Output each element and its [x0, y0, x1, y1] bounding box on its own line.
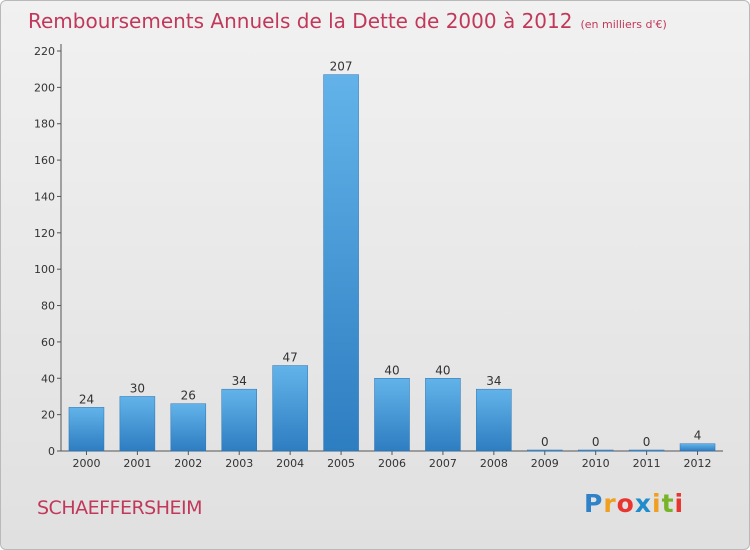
- x-tick-label: 2008: [480, 457, 508, 470]
- value-label: 26: [181, 389, 196, 403]
- x-tick-label: 2003: [225, 457, 253, 470]
- x-tick-label: 2002: [174, 457, 202, 470]
- logo-letter: x: [634, 489, 652, 518]
- bar-2002[interactable]: [170, 403, 207, 452]
- value-label: 34: [486, 374, 501, 388]
- y-tick-label: 140: [34, 190, 55, 203]
- y-tick-label: 20: [41, 409, 55, 422]
- logo-letter: i: [652, 489, 662, 518]
- logo-letter: i: [674, 489, 685, 518]
- municipality-name: SCHAEFFERSHEIM: [37, 497, 203, 519]
- value-label: 207: [330, 60, 353, 74]
- bar-2003[interactable]: [221, 388, 257, 452]
- value-label: 4: [694, 429, 702, 443]
- bar-2000[interactable]: [68, 407, 105, 452]
- x-tick-label: 2006: [378, 457, 406, 470]
- chart-title: Remboursements Annuels de la Dette de 20…: [28, 9, 667, 33]
- x-tick-label: 2007: [429, 457, 457, 470]
- x-tick-label: 2010: [582, 457, 610, 470]
- x-tick-label: 2004: [276, 457, 304, 470]
- bar-2001[interactable]: [119, 396, 156, 452]
- y-tick-label: 100: [34, 263, 55, 276]
- y-tick-label: 40: [41, 372, 55, 385]
- y-tick-label: 160: [34, 154, 55, 167]
- logo-letter: P: [584, 489, 604, 518]
- bar-2008[interactable]: [476, 388, 512, 452]
- logo-letter: o: [616, 489, 635, 518]
- bar-2005[interactable]: [323, 74, 359, 452]
- logo-letter: r: [603, 489, 617, 518]
- bar-2007[interactable]: [425, 378, 461, 452]
- y-tick-label: 180: [34, 118, 55, 131]
- chart-unit: (en milliers d'€): [580, 18, 667, 31]
- bar-2009[interactable]: [527, 449, 563, 452]
- value-label: 47: [283, 351, 298, 365]
- bar-2004[interactable]: [272, 365, 308, 452]
- bars: [68, 74, 716, 452]
- chart-title-text: Remboursements Annuels de la Dette de 20…: [28, 9, 573, 33]
- bar-2012[interactable]: [679, 443, 716, 452]
- x-tick-label: 2005: [327, 457, 355, 470]
- value-label: 0: [643, 435, 651, 449]
- bar-2006[interactable]: [374, 378, 410, 452]
- x-tick-label: 2012: [684, 457, 712, 470]
- logo-letter: t: [661, 489, 675, 518]
- y-tick-label: 0: [48, 445, 55, 458]
- x-tick-label: 2000: [72, 457, 100, 470]
- y-tick-label: 60: [41, 336, 55, 349]
- value-label: 34: [232, 374, 247, 388]
- y-tick-label: 80: [41, 300, 55, 313]
- y-tick-label: 220: [34, 45, 55, 58]
- value-label: 0: [541, 435, 549, 449]
- y-tick-label: 120: [34, 227, 55, 240]
- value-label: 0: [592, 435, 600, 449]
- x-tick-label: 2011: [633, 457, 661, 470]
- value-label: 30: [130, 381, 145, 395]
- x-tick-label: 2009: [531, 457, 559, 470]
- value-label: 40: [384, 363, 399, 377]
- value-label: 40: [435, 363, 450, 377]
- bar-2010[interactable]: [577, 449, 614, 452]
- proxiti-logo[interactable]: Proxiti: [584, 489, 684, 518]
- y-tick-label: 200: [34, 81, 55, 94]
- x-tick-label: 2001: [123, 457, 151, 470]
- bar-2011[interactable]: [628, 449, 665, 452]
- value-label: 24: [79, 392, 94, 406]
- labels: 2420003020012620023420034720042072005402…: [72, 60, 711, 470]
